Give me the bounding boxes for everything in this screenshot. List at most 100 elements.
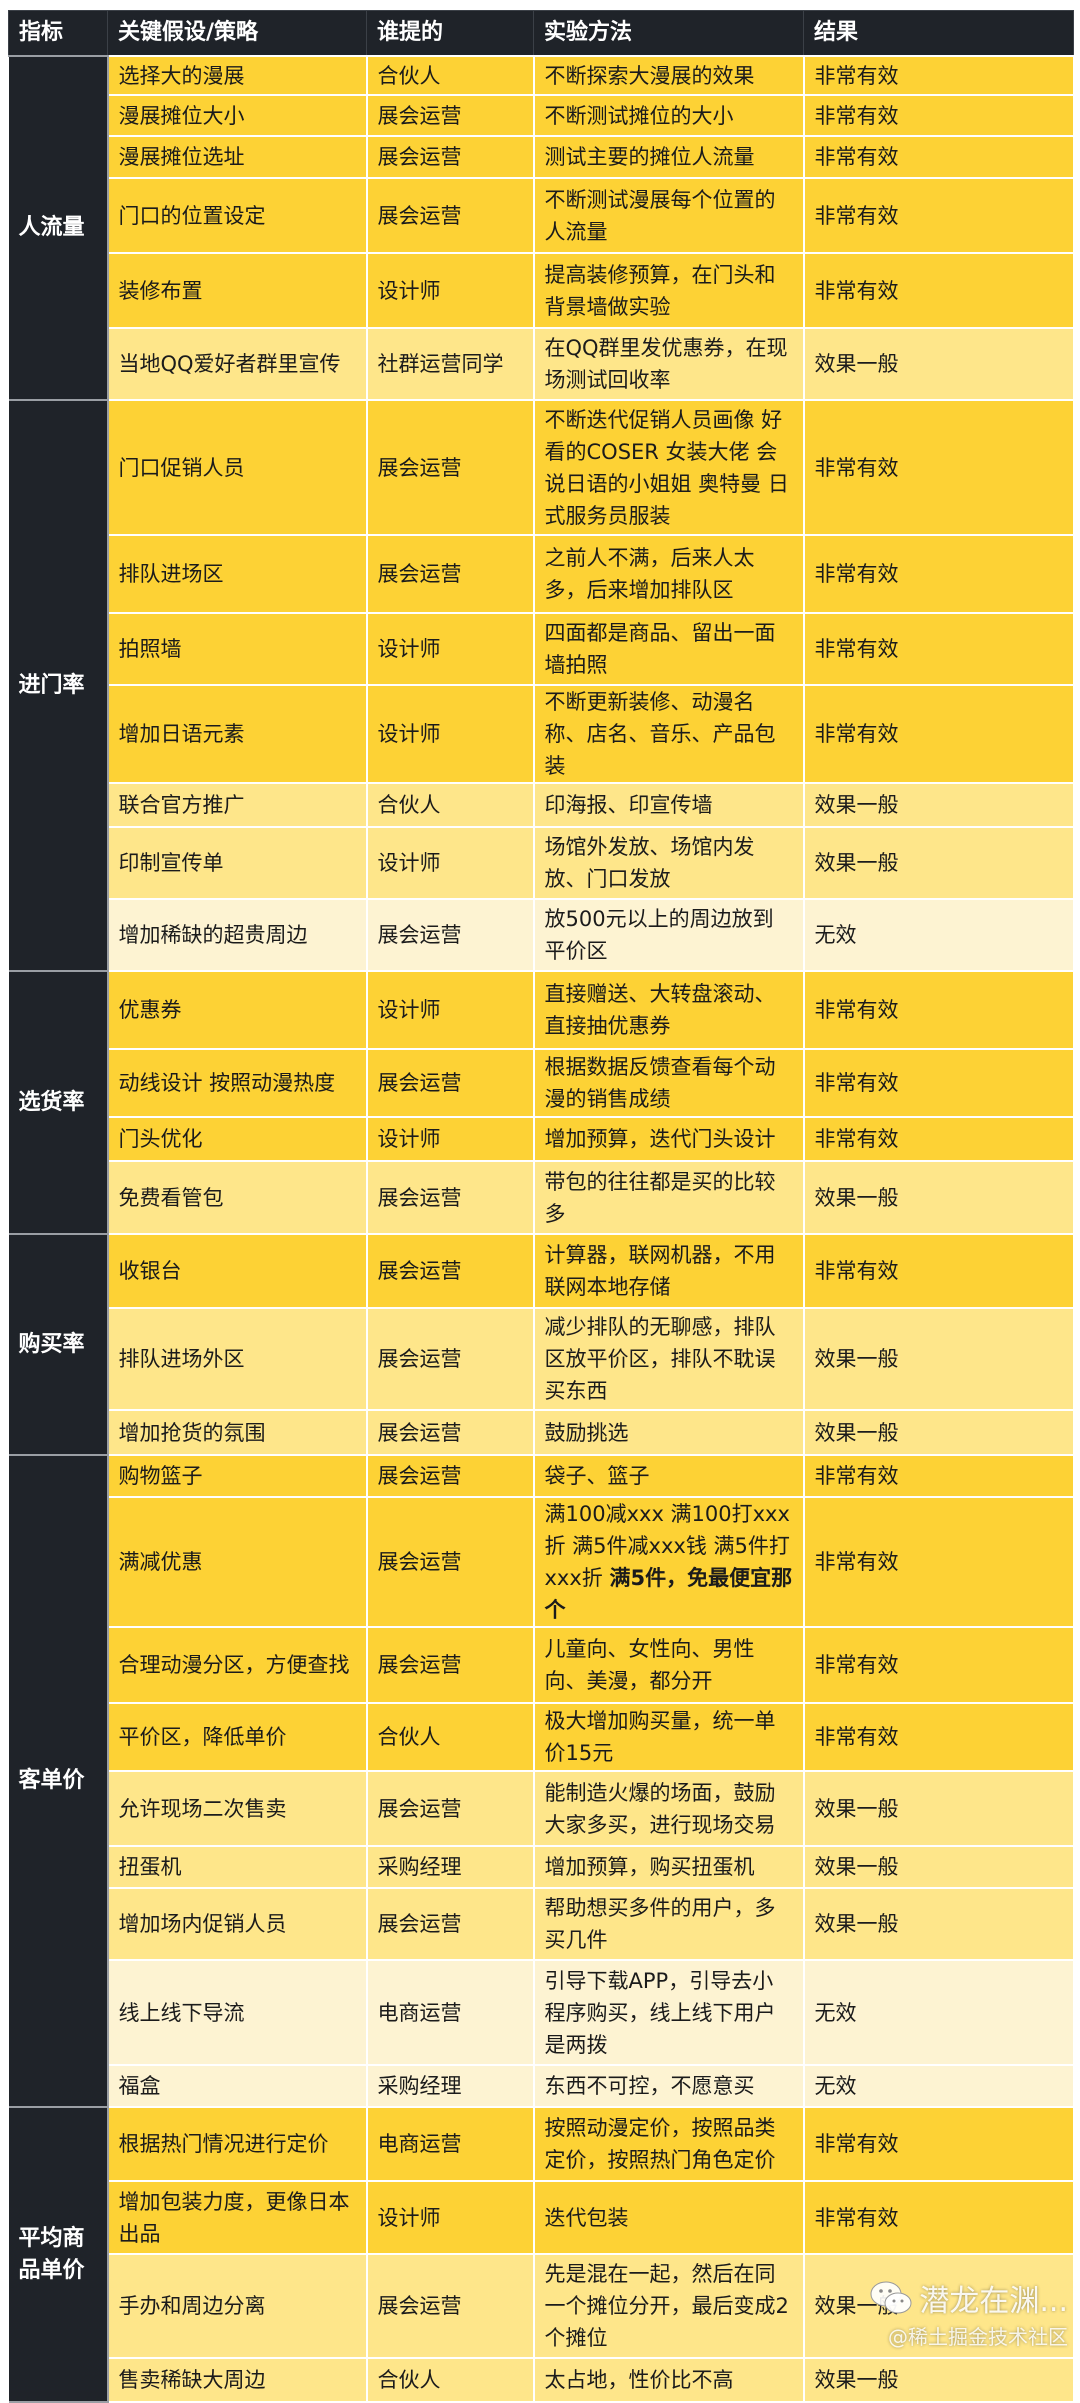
table-row: 门头优化 设计师 增加预算，迭代门头设计 非常有效 [9,1116,1075,1162]
header-strategy: 关键假设/策略 [107,10,367,57]
strategy-cell: 线上线下导流 [106,1959,368,2066]
strategy-cell: 优惠券 [106,970,368,1050]
result-cell: 非常有效 [802,135,1075,179]
strategy-cell: 印制宣传单 [106,826,368,900]
table-row: 印制宣传单 设计师 场馆外发放、场馆内发放、门口发放 效果一般 [9,826,1075,900]
metric-cell: 选货率 [8,970,109,1235]
metric-cell: 人流量 [8,55,109,401]
method-cell: 引导下载APP，引导去小程序购买，线上线下用户是两拨 [532,1959,805,2066]
table-row: 售卖稀缺大周边 合伙人 太占地，性价比不高 效果一般 [9,2357,1075,2403]
who-cell: 展会运营 [365,135,535,179]
table-row: 人流量 选择大的漫展 合伙人 不断探索大漫展的效果 非常有效 [8,55,1075,401]
strategy-cell: 漫展摊位选址 [106,135,368,179]
strategy-cell: 排队进场外区 [106,1307,368,1411]
result-cell: 非常有效 [802,94,1075,137]
method-cell: 不断迭代促销人员画像 好看的COSER 女装大佬 会说日语的小姐姐 奥特曼 日式… [532,399,805,536]
strategy-cell: 门口的位置设定 [106,177,368,254]
strategy-cell: 装修布置 [106,252,368,329]
strategy-cell: 漫展摊位大小 [106,94,368,137]
table-row: 允许现场二次售卖 展会运营 能制造火爆的场面，鼓励大家多买，进行现场交易 效果一般 [9,1770,1075,1847]
who-cell: 设计师 [365,252,535,329]
strategy-cell: 售卖稀缺大周边 [106,2357,368,2403]
table-row: 排队进场区 展会运营 之前人不满，后来人太多，后来增加排队区 非常有效 [9,534,1075,614]
who-cell: 展会运营 [365,1496,535,1628]
strategy-cell: 门口促销人员 [106,399,368,536]
table-row: 扭蛋机 采购经理 增加预算，购买扭蛋机 效果一般 [9,1845,1075,1889]
method-cell: 计算器，联网机器，不用联网本地存储 [532,1233,805,1309]
who-cell: 设计师 [365,2180,535,2255]
result-cell: 非常有效 [802,534,1075,614]
who-cell: 合伙人 [365,1702,535,1772]
method-cell: 极大增加购买量，统一单价15元 [532,1702,805,1772]
table-row: 当地QQ爱好者群里宣传 社群运营同学 在QQ群里发优惠券，在现场测试回收率 效果一般 [9,327,1075,401]
who-cell: 展会运营 [365,94,535,137]
result-cell: 效果一般 [802,1770,1075,1847]
strategy-cell: 动线设计 按照动漫热度 [106,1048,368,1118]
who-cell: 展会运营 [365,1048,535,1118]
strategy-cell: 增加场内促销人员 [106,1887,368,1961]
method-cell: 东西不可控，不愿意买 [532,2064,805,2108]
table-row: 进门率 门口促销人员 展会运营 不断迭代促销人员画像 好看的COSER 女装大佬 会说… [8,399,1075,972]
table-row: 手办和周边分离 展会运营 先是混在一起，然后在同一个摊位分开，最后变成2个摊位 效果一… [9,2253,1075,2359]
method-bold-text: 满5件，免最便宜那个 [544,1566,793,1622]
result-cell: 无效 [802,1959,1075,2066]
table-row: 平价区，降低单价 合伙人 极大增加购买量，统一单价15元 非常有效 [9,1702,1075,1772]
result-cell: 非常有效 [802,1454,1075,1498]
method-text: 满100减xxx 满100打xxx折 满5件减xxx钱 满5件打xxx折 [544,1502,790,1590]
result-cell: 非常有效 [802,1233,1075,1309]
result-cell: 非常有效 [802,1116,1075,1162]
who-cell: 展会运营 [365,898,535,972]
header-who: 谁提的 [366,10,534,57]
table-row: 合理动漫分区，方便查找 展会运营 儿童向、女性向、男性向、美漫，都分开 非常有效 [9,1626,1075,1704]
result-cell: 效果一般 [802,2253,1075,2359]
result-cell: 非常有效 [802,1626,1075,1704]
strategy-cell: 门头优化 [106,1116,368,1162]
who-cell: 展会运营 [365,1409,535,1456]
who-cell: 采购经理 [365,1845,535,1889]
method-cell: 儿童向、女性向、男性向、美漫，都分开 [532,1626,805,1704]
method-cell: 在QQ群里发优惠券，在现场测试回收率 [532,327,805,401]
table-row: 增加场内促销人员 展会运营 帮助想买多件的用户，多买几件 效果一般 [9,1887,1075,1961]
method-cell: 按照动漫定价，按照品类定价，按照热门角色定价 [532,2106,805,2182]
method-cell: 不断测试摊位的大小 [532,94,805,137]
table-row: 增加日语元素 设计师 不断更新装修、动漫名称、店名、音乐、产品包装 非常有效 [9,684,1075,784]
who-cell: 设计师 [365,1116,535,1162]
strategy-cell: 收银台 [106,1233,368,1309]
who-cell: 设计师 [365,684,535,784]
table-row: 线上线下导流 电商运营 引导下载APP，引导去小程序购买，线上线下用户是两拨 无效 [9,1959,1075,2066]
result-cell: 非常有效 [802,252,1075,329]
method-cell: 场馆外发放、场馆内发放、门口发放 [532,826,805,900]
method-cell: 减少排队的无聊感，排队区放平价区，排队不耽误买东西 [532,1307,805,1411]
metric-cell: 平均商品单价 [8,2106,109,2403]
method-cell: 帮助想买多件的用户，多买几件 [532,1887,805,1961]
method-cell: 提高装修预算，在门头和背景墙做实验 [532,252,805,329]
header-metric: 指标 [8,10,108,57]
strategy-cell: 增加包装力度，更像日本出品 [106,2180,368,2255]
result-cell: 无效 [802,2064,1075,2108]
table-row: 增加包装力度，更像日本出品 设计师 迭代包装 非常有效 [9,2180,1075,2255]
who-cell: 展会运营 [365,1160,535,1235]
method-cell: 先是混在一起，然后在同一个摊位分开，最后变成2个摊位 [532,2253,805,2359]
who-cell: 展会运营 [365,534,535,614]
who-cell: 合伙人 [365,782,535,828]
table-row: 免费看管包 展会运营 带包的往往都是买的比较多 效果一般 [9,1160,1075,1235]
result-cell: 效果一般 [802,1160,1075,1235]
method-cell: 带包的往往都是买的比较多 [532,1160,805,1235]
strategy-cell: 平价区，降低单价 [106,1702,368,1772]
table-row: 增加抢货的氛围 展会运营 鼓励挑选 效果一般 [9,1409,1075,1456]
result-cell: 非常有效 [802,684,1075,784]
result-cell: 非常有效 [802,1702,1075,1772]
table-row: 选货率 优惠券 设计师 直接赠送、大转盘滚动、直接抽优惠券 非常有效 [8,970,1075,1235]
method-cell: 不断测试漫展每个位置的人流量 [532,177,805,254]
who-cell: 社群运营同学 [365,327,535,401]
result-cell: 效果一般 [802,1887,1075,1961]
who-cell: 合伙人 [365,2357,535,2403]
who-cell: 展会运营 [365,177,535,254]
result-cell: 效果一般 [802,826,1075,900]
who-cell: 展会运营 [365,1626,535,1704]
strategy-cell: 满减优惠 [106,1496,368,1628]
table-row: 漫展摊位大小 展会运营 不断测试摊位的大小 非常有效 [9,94,1075,137]
result-cell: 非常有效 [802,970,1075,1050]
method-cell: 不断探索大漫展的效果 [532,55,805,96]
result-cell: 效果一般 [802,1307,1075,1411]
